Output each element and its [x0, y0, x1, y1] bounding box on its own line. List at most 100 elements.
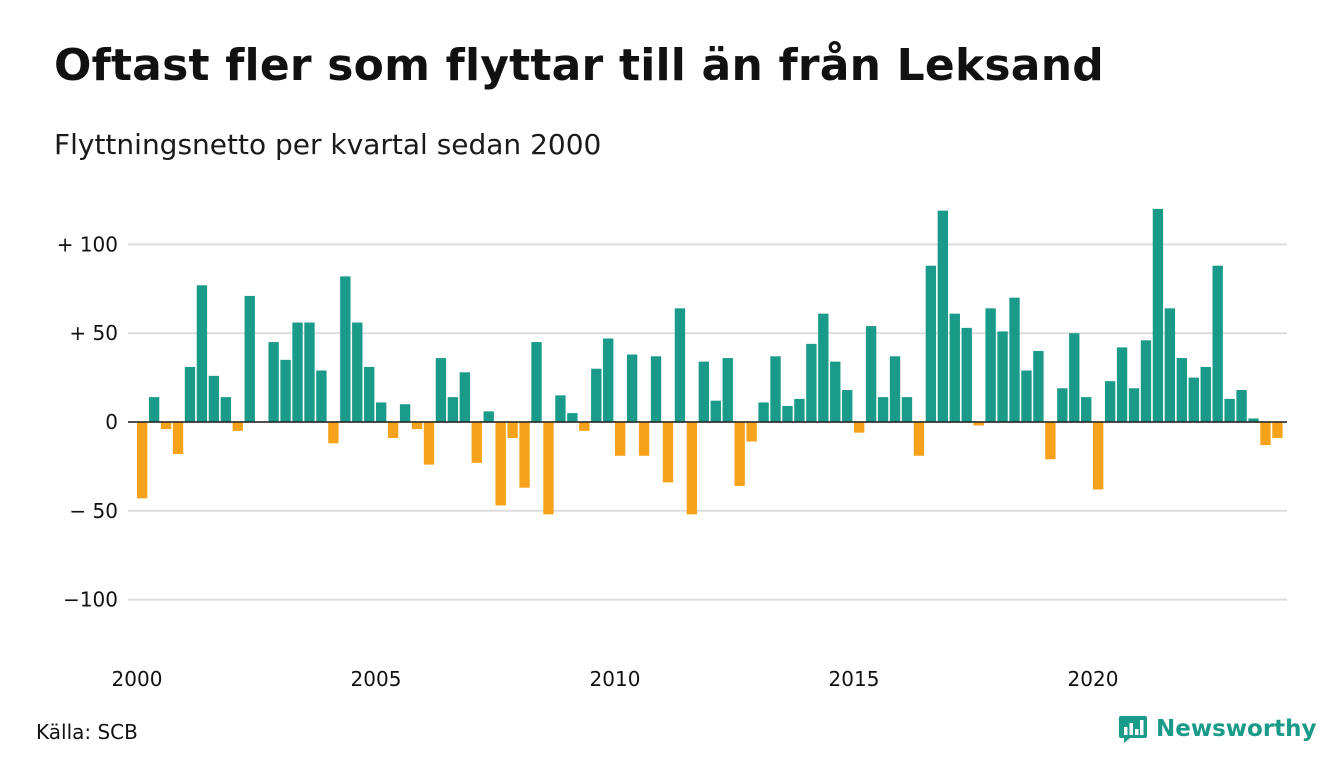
source-label: Källa: SCB [36, 720, 138, 744]
bar [196, 285, 208, 422]
bar [280, 359, 291, 422]
chart-title: Oftast fler som flyttar till än från Lek… [54, 40, 1104, 91]
bar [1116, 347, 1128, 422]
bar [292, 322, 303, 422]
bar [698, 361, 709, 422]
bar [459, 372, 470, 422]
bar [376, 402, 387, 422]
bar [973, 422, 984, 426]
bar [1128, 388, 1140, 422]
brand-logo: Newsworthy [1118, 714, 1317, 744]
bar [1069, 333, 1080, 422]
bar [411, 422, 423, 430]
bar [650, 356, 662, 422]
x-tick-label: 2000 [112, 667, 163, 691]
bar [1260, 422, 1271, 446]
bar [865, 326, 877, 422]
bar [1081, 397, 1092, 422]
bar [997, 331, 1008, 422]
bar [352, 322, 363, 422]
bar [1272, 422, 1283, 438]
y-tick-label: 0 [105, 410, 118, 434]
bar [387, 422, 399, 438]
bars [137, 208, 1283, 515]
bar [507, 422, 518, 438]
bar [710, 400, 721, 422]
bar [328, 422, 339, 444]
bar [686, 422, 698, 515]
bar [734, 422, 745, 486]
bar [722, 358, 733, 422]
bar [423, 422, 435, 465]
bar [1212, 265, 1223, 422]
bar [1045, 422, 1056, 460]
y-tick-label: − 50 [69, 499, 118, 523]
bar [1188, 377, 1199, 422]
bar [1057, 388, 1068, 422]
bar [615, 422, 626, 456]
bar [949, 313, 960, 422]
x-tick-label: 2020 [1068, 667, 1119, 691]
bar [340, 276, 351, 422]
bar [1248, 418, 1259, 422]
bar [626, 354, 638, 422]
bar [579, 422, 590, 431]
bar [1104, 381, 1116, 422]
bar [304, 322, 315, 422]
bar [662, 422, 674, 483]
bar [782, 406, 793, 422]
bar [961, 327, 972, 422]
bar [172, 422, 184, 454]
bar [925, 265, 937, 422]
bar [364, 366, 375, 422]
bar [148, 397, 160, 422]
bar [854, 422, 865, 433]
bar-chart-speech-bubble-icon [1119, 716, 1147, 743]
bar [937, 210, 948, 422]
bar [137, 422, 148, 499]
bar [877, 397, 889, 422]
bar [244, 295, 255, 422]
bar [818, 313, 829, 422]
bar [483, 411, 494, 422]
bar [316, 370, 327, 422]
bar [985, 308, 996, 422]
bar [591, 368, 602, 422]
bar [638, 422, 650, 456]
bar [794, 398, 805, 422]
bar [495, 422, 506, 506]
bar [889, 356, 901, 422]
bar [268, 342, 279, 422]
y-tick-label: −100 [63, 588, 118, 612]
bar [1140, 340, 1152, 422]
y-tick-label: + 100 [57, 232, 118, 256]
x-tick-label: 2015 [829, 667, 880, 691]
y-tick-label: + 50 [69, 321, 118, 345]
bar [1200, 366, 1211, 422]
bar [184, 366, 196, 422]
bar [842, 390, 853, 422]
bar [770, 356, 781, 422]
bar [1093, 422, 1104, 490]
bar [555, 395, 566, 422]
bar [1021, 370, 1032, 422]
brand-name: Newsworthy [1156, 716, 1317, 742]
bar [603, 338, 614, 422]
bar [160, 422, 172, 430]
bar [519, 422, 530, 488]
bar [220, 397, 231, 422]
bar [567, 413, 578, 422]
axes: + 100 + 50 0 − 50 −100 2000 2005 2010 2015 2020 [57, 232, 1287, 691]
bar [543, 422, 554, 515]
bar [674, 308, 686, 422]
x-tick-label: 2010 [590, 667, 641, 691]
bar [1164, 308, 1176, 422]
bar [1176, 358, 1187, 422]
x-tick-label: 2005 [351, 667, 402, 691]
bar [1033, 350, 1044, 422]
bar [901, 397, 913, 422]
bar [471, 422, 482, 463]
bar [447, 397, 459, 422]
bar [806, 343, 817, 422]
